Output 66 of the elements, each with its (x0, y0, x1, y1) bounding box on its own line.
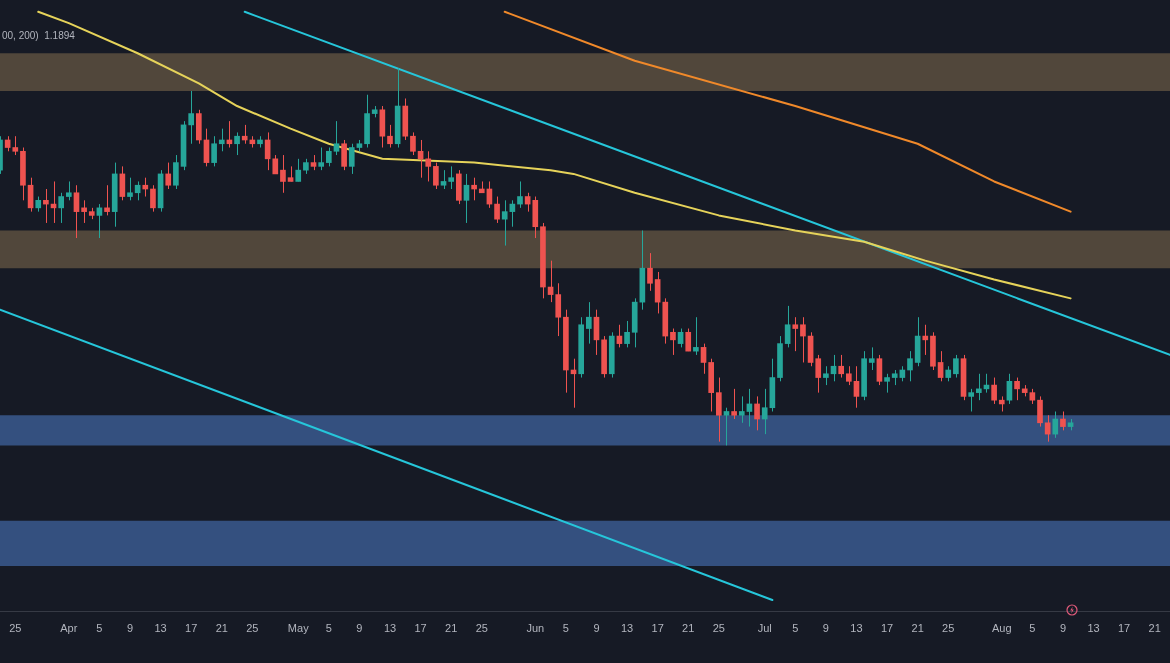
x-tick-label: 9 (822, 622, 829, 635)
x-tick-label: 17 (1117, 622, 1131, 635)
x-tick-label: 9 (1059, 622, 1066, 635)
x-tick-label: Jun (526, 622, 545, 635)
candlestick (823, 365, 829, 386)
x-tick-label: 13 (383, 622, 397, 635)
candlestick (127, 177, 133, 201)
candlestick (968, 388, 975, 412)
x-tick-label: 5 (1029, 622, 1036, 635)
x-tick-label: 13 (1087, 622, 1100, 635)
candlestick (845, 365, 852, 386)
x-tick-label: 5 (562, 622, 569, 635)
candlestick (792, 316, 799, 352)
candlestick (715, 377, 722, 443)
x-tick-label: 5 (96, 622, 103, 635)
x-tick-label: 5 (792, 622, 799, 635)
x-tick-label: 25 (246, 622, 259, 635)
x-tick-label: 21 (215, 622, 228, 635)
x-tick-label: 25 (475, 622, 488, 635)
candlestick (868, 346, 875, 371)
x-tick-label: 13 (850, 622, 863, 635)
x-tick-label: 25 (712, 622, 725, 635)
x-tick-label: 5 (325, 622, 332, 635)
candlestick (211, 135, 217, 167)
x-tick-label: 17 (414, 622, 427, 635)
x-tick-label: 25 (942, 622, 955, 635)
candlestick (738, 395, 745, 424)
candlestick (884, 373, 890, 394)
candlestick (555, 282, 562, 337)
x-tick-label: 17 (185, 622, 198, 635)
x-tick-label: 17 (651, 622, 664, 635)
candlestick (647, 252, 653, 292)
text: 00, 200) 1.1894 (2, 29, 76, 41)
candlestick (953, 354, 959, 379)
x-tick-label: 13 (620, 622, 634, 635)
candlestick (891, 369, 898, 386)
x-tick-label: 9 (593, 622, 600, 635)
candlestick (861, 350, 867, 401)
x-tick-label: 25 (9, 622, 22, 635)
candlestick (731, 388, 737, 420)
x-tick-label: May (287, 622, 310, 635)
candlestick (173, 154, 179, 190)
candlestick (295, 158, 302, 182)
x-tick-label: 21 (1148, 622, 1161, 635)
candlestick (371, 105, 378, 118)
candlestick (433, 162, 439, 190)
candlestick (448, 165, 455, 190)
candlestick (815, 354, 822, 394)
candlestick (88, 207, 95, 220)
x-tick-label: 21 (911, 622, 924, 635)
x-tick-label: 21 (445, 622, 458, 635)
x-tick-label: 13 (154, 622, 167, 635)
candlestick (991, 377, 997, 405)
candlestick (341, 139, 347, 171)
x-tick-label: Apr (60, 622, 78, 635)
x-tick-label: Jul (757, 622, 772, 635)
candlestick (318, 147, 325, 171)
x-tick-label: 9 (126, 622, 134, 635)
x-tick-label: 9 (356, 622, 363, 635)
x-tick-label: 21 (682, 622, 695, 635)
candlestick (12, 135, 19, 156)
x-tick-label: Aug (991, 622, 1012, 635)
x-tick-label: 17 (880, 622, 894, 635)
candlestick (348, 143, 355, 175)
candlestick (65, 180, 72, 201)
candlestick (410, 131, 416, 156)
